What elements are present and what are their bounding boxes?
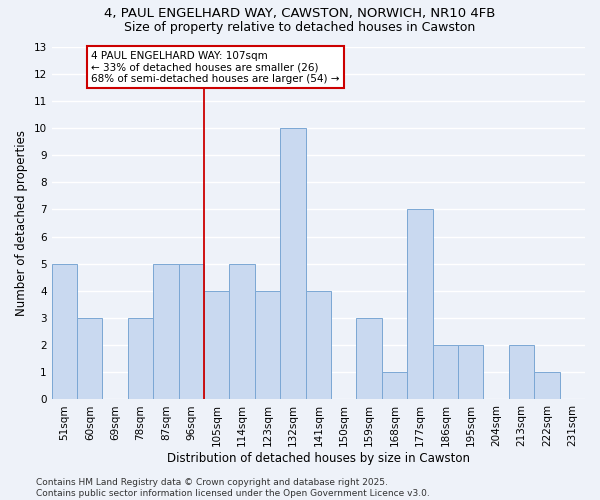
Bar	[280, 128, 305, 400]
Bar	[534, 372, 560, 400]
Text: Contains HM Land Registry data © Crown copyright and database right 2025.
Contai: Contains HM Land Registry data © Crown c…	[36, 478, 430, 498]
Bar	[153, 264, 179, 400]
X-axis label: Distribution of detached houses by size in Cawston: Distribution of detached houses by size …	[167, 452, 470, 465]
Text: 4, PAUL ENGELHARD WAY, CAWSTON, NORWICH, NR10 4FB: 4, PAUL ENGELHARD WAY, CAWSTON, NORWICH,…	[104, 8, 496, 20]
Bar	[458, 345, 484, 400]
Text: 4 PAUL ENGELHARD WAY: 107sqm
← 33% of detached houses are smaller (26)
68% of se: 4 PAUL ENGELHARD WAY: 107sqm ← 33% of de…	[91, 50, 340, 84]
Bar	[407, 210, 433, 400]
Bar	[52, 264, 77, 400]
Bar	[77, 318, 103, 400]
Bar	[433, 345, 458, 400]
Bar	[179, 264, 204, 400]
Text: Size of property relative to detached houses in Cawston: Size of property relative to detached ho…	[124, 21, 476, 34]
Bar	[204, 291, 229, 400]
Bar	[305, 291, 331, 400]
Y-axis label: Number of detached properties: Number of detached properties	[15, 130, 28, 316]
Bar	[128, 318, 153, 400]
Bar	[356, 318, 382, 400]
Bar	[229, 264, 255, 400]
Bar	[255, 291, 280, 400]
Bar	[509, 345, 534, 400]
Bar	[382, 372, 407, 400]
